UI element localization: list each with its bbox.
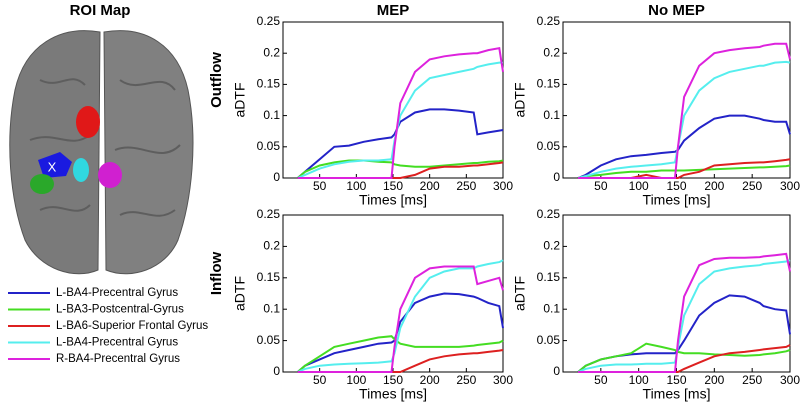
x-tick-label: 150 [666, 373, 686, 387]
y-axis-label: aDTF [232, 83, 248, 118]
data-line [578, 42, 791, 179]
y-tick-label: 0.15 [257, 77, 281, 91]
plot-frame [282, 214, 504, 373]
x-tick-label: 50 [594, 179, 608, 193]
y-tick-label: 0.15 [537, 77, 561, 91]
y-tick-label: 0 [553, 170, 560, 184]
y-tick-label: 0.25 [537, 207, 561, 221]
x-tick-label: 50 [594, 373, 608, 387]
x-axis-label: Times [ms] [643, 386, 711, 402]
x-tick-label: 100 [629, 373, 649, 387]
legend-label: L-BA6-Superior Frontal Gyrus [56, 320, 208, 332]
y-tick-label: 0.1 [263, 108, 280, 122]
data-line [297, 47, 504, 179]
y-tick-label: 0.15 [257, 270, 281, 284]
y-tick-label: 0.25 [257, 207, 281, 221]
data-line [297, 159, 504, 179]
row-label: Outflow [208, 52, 225, 108]
x-tick-label: 150 [383, 179, 403, 193]
legend-label: R-BA4-Precentral Gyrus [56, 353, 180, 365]
y-tick-label: 0.05 [257, 333, 281, 347]
y-tick-label: 0.25 [257, 14, 281, 28]
x-tick-label: 300 [780, 373, 800, 387]
y-tick-label: 0.1 [263, 301, 280, 315]
x-tick-label: 200 [704, 373, 724, 387]
data-line [297, 108, 504, 179]
x-tick-label: 150 [383, 373, 403, 387]
x-tick-label: 250 [456, 179, 476, 193]
x-tick-label: 300 [780, 179, 800, 193]
x-axis-label: Times [ms] [643, 192, 711, 208]
x-tick-label: 150 [666, 179, 686, 193]
legend-label: L-BA3-Postcentral-Gyrus [56, 304, 184, 316]
x-tick-label: 100 [629, 179, 649, 193]
data-line [297, 259, 504, 373]
y-axis-label: aDTF [232, 276, 248, 311]
chart-title: No MEP [648, 2, 705, 19]
data-line [577, 60, 791, 179]
data-line [297, 292, 504, 373]
data-line [577, 164, 791, 179]
x-tick-label: 50 [313, 373, 327, 387]
x-tick-label: 300 [493, 179, 513, 193]
y-tick-label: 0 [553, 364, 560, 378]
chart-title: MEP [377, 2, 410, 19]
x-tick-label: 250 [456, 373, 476, 387]
y-tick-label: 0.2 [263, 239, 280, 253]
y-tick-label: 0.25 [537, 14, 561, 28]
roi-marker: X [48, 159, 57, 174]
x-tick-label: 200 [420, 373, 440, 387]
x-axis-label: Times [ms] [359, 386, 427, 402]
data-line [577, 114, 791, 179]
y-tick-label: 0.05 [537, 333, 561, 347]
y-tick-label: 0 [273, 364, 280, 378]
data-line [577, 342, 791, 373]
data-line [577, 294, 791, 373]
row-label: Inflow [208, 252, 225, 296]
data-line [578, 252, 791, 373]
data-line [577, 259, 791, 373]
data-line [297, 61, 503, 179]
y-tick-label: 0.1 [543, 301, 560, 315]
y-axis-label: aDTF [512, 276, 528, 311]
x-axis-label: Times [ms] [359, 192, 427, 208]
data-line [297, 265, 504, 373]
x-tick-label: 250 [742, 373, 762, 387]
x-tick-label: 100 [346, 373, 366, 387]
y-tick-label: 0.2 [543, 45, 560, 59]
y-tick-label: 0.15 [537, 270, 561, 284]
x-tick-label: 100 [346, 179, 366, 193]
x-tick-label: 200 [420, 179, 440, 193]
x-tick-label: 200 [704, 179, 724, 193]
x-tick-label: 50 [313, 179, 327, 193]
y-tick-label: 0.05 [257, 139, 281, 153]
x-tick-label: 300 [493, 373, 513, 387]
legend-label: L-BA4-Precentral Gyrus [56, 287, 178, 299]
brain-image [9, 30, 194, 275]
data-line [297, 349, 504, 373]
y-tick-label: 0.2 [543, 239, 560, 253]
x-tick-label: 250 [742, 179, 762, 193]
y-tick-label: 0 [273, 170, 280, 184]
y-tick-label: 0.05 [537, 139, 561, 153]
y-axis-label: aDTF [512, 83, 528, 118]
legend-label: L-BA4-Precentral Gyrus [56, 337, 178, 349]
data-line [297, 335, 504, 373]
roi-map-title: ROI Map [70, 2, 131, 19]
y-tick-label: 0.1 [543, 108, 560, 122]
y-tick-label: 0.2 [263, 45, 280, 59]
